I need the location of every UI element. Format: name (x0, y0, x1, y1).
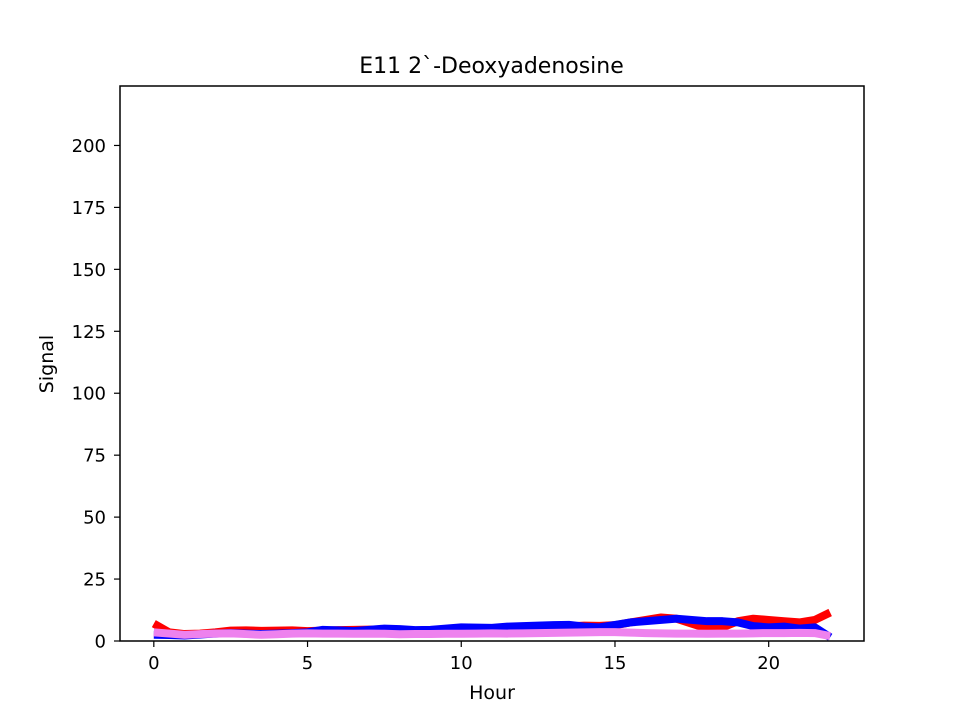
plot-frame (119, 85, 865, 642)
y-tick-label: 25 (83, 570, 106, 591)
x-tick-label: 5 (302, 653, 313, 674)
y-tick-label: 175 (72, 198, 106, 219)
x-tick-label: 0 (148, 653, 159, 674)
y-tick-label: 75 (83, 446, 106, 467)
x-axis: 0 5 10 15 20 (148, 641, 780, 674)
y-tick-label: 200 (72, 136, 106, 157)
series-layer (151, 608, 833, 641)
y-tick-label: 50 (83, 508, 106, 529)
y-axis: 0 25 50 75 100 125 150 175 200 (72, 136, 120, 653)
x-tick-label: 15 (604, 653, 627, 674)
plot-area (119, 85, 865, 642)
x-axis-title: Hour (469, 682, 515, 704)
y-tick-label: 125 (72, 322, 106, 343)
y-tick-label: 0 (95, 632, 106, 653)
x-tick-label: 20 (757, 653, 780, 674)
series-line-3 (153, 628, 831, 640)
y-axis-title: Signal (36, 335, 58, 393)
chart-title: E11 2`-Deoxyadenosine (359, 54, 624, 79)
y-tick-label: 100 (72, 384, 106, 405)
x-tick-label: 10 (450, 653, 473, 674)
y-tick-label: 150 (72, 260, 106, 281)
